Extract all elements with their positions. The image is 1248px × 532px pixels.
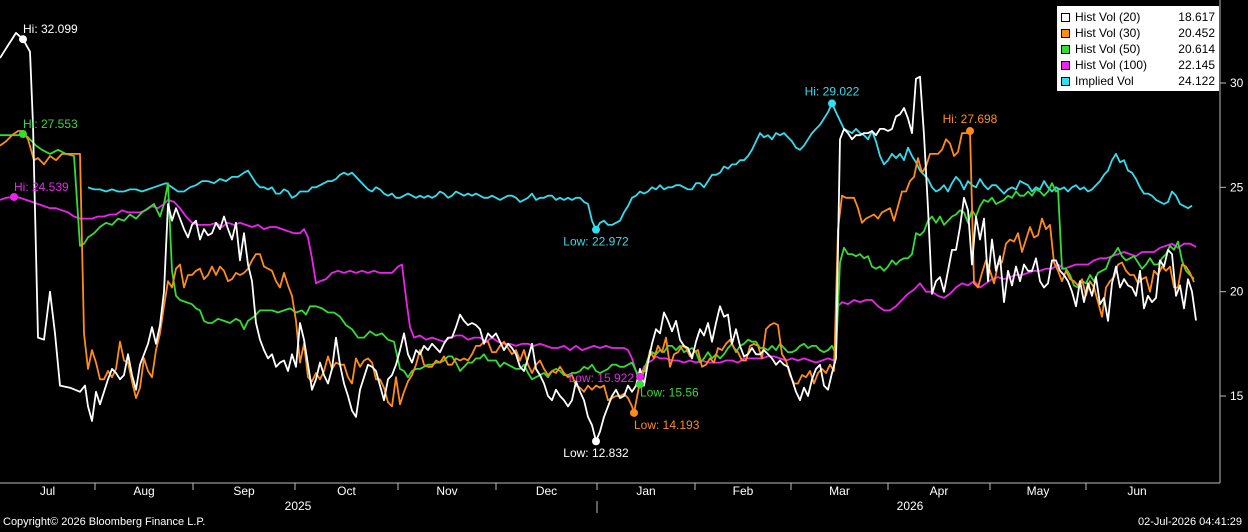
extreme-marker (592, 437, 600, 446)
legend-swatch (1061, 60, 1070, 70)
year-label: 2026 (897, 499, 924, 513)
extreme-marker (10, 192, 18, 201)
legend-entry: Hist Vol (20) 18.617 (1061, 9, 1215, 25)
x-tick-label: Jul (40, 484, 55, 498)
x-tick-label: Dec (536, 484, 557, 498)
extreme-marker (828, 99, 836, 108)
extreme-label: Hi: 32.099 (23, 22, 78, 36)
x-tick-label: Sep (233, 484, 255, 498)
extreme-label: Hi: 29.022 (805, 84, 860, 98)
extreme-marker (630, 408, 638, 417)
legend-series-name: Hist Vol (100) (1075, 58, 1148, 72)
legend-entry: Implied Vol 24.122 (1061, 73, 1215, 89)
series-line-hist-vol-100 (0, 196, 1197, 378)
legend-swatch (1061, 28, 1070, 38)
extreme-label: Low: 12.832 (563, 446, 629, 460)
extreme-label: Hi: 27.553 (23, 117, 78, 131)
x-tick-label: Jun (1127, 484, 1146, 498)
y-tick-label: 15 (1230, 389, 1244, 403)
extreme-label: Hi: 27.698 (943, 112, 998, 126)
legend-series-name: Hist Vol (30) (1075, 26, 1141, 40)
legend-series-name: Hist Vol (50) (1075, 42, 1141, 56)
x-tick-label: May (1027, 484, 1050, 498)
legend-entry: Hist Vol (100) 22.145 (1061, 57, 1215, 73)
extreme-marker (592, 225, 600, 234)
y-tick-label: 30 (1230, 76, 1244, 90)
y-tick-label: 25 (1230, 180, 1244, 194)
x-tick-label: Nov (436, 484, 457, 498)
y-tick-label: 20 (1230, 285, 1244, 299)
legend-entry: Hist Vol (30) 20.452 (1061, 25, 1215, 41)
legend-entry: Hist Vol (50) 20.614 (1061, 41, 1215, 57)
legend-swatch (1061, 76, 1070, 86)
series-lines (0, 32, 1197, 443)
extreme-marker (636, 380, 644, 389)
extreme-label: Low: 22.972 (563, 235, 629, 249)
series-line-hist-vol-20 (0, 32, 1197, 443)
chart-annotations: Hi: 32.099 Hi: 27.553 Hi: 24.539 Hi: 29.022… (10, 22, 998, 460)
year-label: 2025 (285, 499, 312, 513)
legend-last-value: 20.614 (1178, 42, 1215, 56)
legend-last-value: 22.145 (1178, 58, 1215, 72)
extreme-marker (19, 130, 27, 139)
legend-swatch (1061, 44, 1070, 54)
x-tick-label: Oct (337, 484, 356, 498)
legend-last-value: 20.452 (1178, 26, 1215, 40)
legend-last-value: 18.617 (1178, 10, 1215, 24)
extreme-marker (966, 127, 974, 136)
extreme-label: Low: 15.56 (640, 385, 699, 399)
copyright-text: Copyright© 2026 Bloomberg Finance L.P. (3, 516, 206, 528)
legend-last-value: 24.122 (1178, 74, 1215, 88)
x-tick-label: Aug (133, 484, 154, 498)
timestamp-text: 02-Jul-2026 04:41:29 (1138, 516, 1242, 528)
x-tick-label: Apr (930, 484, 949, 498)
chart-legend: Hist Vol (20) 18.617 Hist Vol (30) 20.452 Hi… (1057, 6, 1219, 91)
extreme-marker (19, 35, 27, 44)
legend-series-name: Hist Vol (20) (1075, 10, 1141, 24)
x-tick-label: Jan (636, 484, 655, 498)
legend-swatch (1061, 12, 1070, 22)
x-tick-label: Feb (733, 484, 754, 498)
extreme-marker (636, 372, 644, 381)
series-line-implied-vol (87, 102, 1193, 231)
extreme-label: Low: 15.922 (569, 371, 635, 385)
extreme-label: Low: 14.193 (634, 418, 700, 432)
extreme-label: Hi: 24.539 (14, 180, 69, 194)
legend-series-name: Implied Vol (1075, 74, 1134, 88)
x-tick-label: Mar (829, 484, 850, 498)
